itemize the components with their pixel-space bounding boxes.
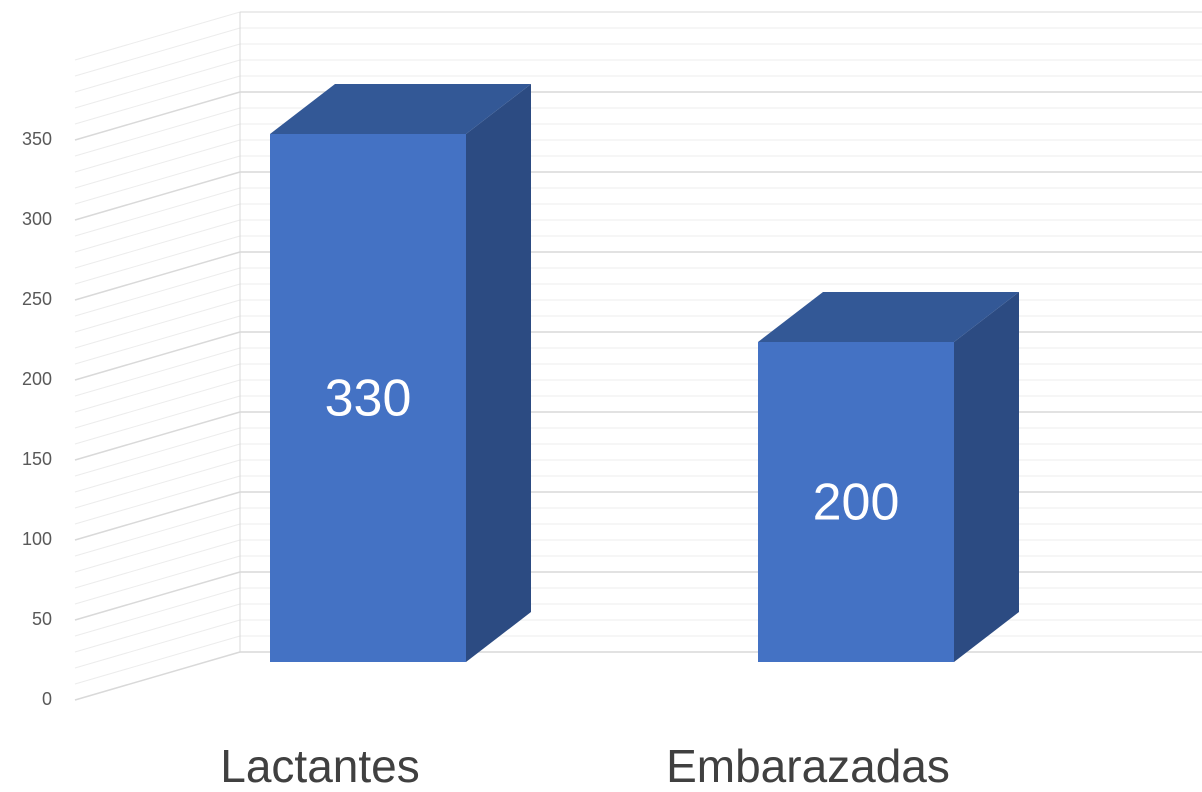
- value-label: 200: [813, 474, 900, 532]
- y-tick-label: 0: [42, 689, 52, 709]
- minor-floor-line: [74, 59, 241, 109]
- y-tick-label: 50: [32, 609, 52, 629]
- grid-line-side: [74, 171, 241, 221]
- minor-floor-line: [74, 267, 241, 317]
- minor-floor-line: [74, 347, 241, 397]
- y-tick-label: 250: [22, 289, 52, 309]
- bar: [758, 342, 954, 662]
- y-tick-label: 150: [22, 449, 52, 469]
- minor-floor-line: [74, 395, 241, 445]
- bar-top: [270, 84, 531, 134]
- minor-floor-line: [74, 315, 241, 365]
- minor-floor-line: [74, 427, 241, 477]
- minor-floor-line: [74, 187, 241, 237]
- minor-floor-line: [74, 443, 241, 493]
- bar: [270, 134, 466, 662]
- minor-floor-line: [74, 587, 241, 637]
- minor-floor-line: [74, 155, 241, 205]
- y-tick-label: 350: [22, 129, 52, 149]
- grid-line-side: [74, 651, 241, 701]
- y-tick-label: 100: [22, 529, 52, 549]
- x-tick-label: Lactantes: [220, 740, 419, 792]
- minor-floor-line: [74, 379, 241, 429]
- minor-floor-line: [74, 75, 241, 125]
- minor-floor-line: [74, 299, 241, 349]
- value-label: 330: [325, 370, 412, 428]
- bar-side: [954, 292, 1019, 662]
- y-tick-label: 200: [22, 369, 52, 389]
- grid-line-side: [74, 91, 241, 141]
- minor-floor-line: [74, 27, 241, 77]
- minor-floor-line: [74, 139, 241, 189]
- minor-floor-line: [74, 283, 241, 333]
- minor-floor-line: [74, 555, 241, 605]
- minor-floor-line: [74, 475, 241, 525]
- grid-line-side: [74, 411, 241, 461]
- grid-line-side: [74, 491, 241, 541]
- bar-top: [758, 292, 1019, 342]
- minor-floor-line: [74, 523, 241, 573]
- minor-floor-line: [74, 603, 241, 653]
- minor-floor-line: [74, 203, 241, 253]
- minor-floor-line: [74, 107, 241, 157]
- minor-floor-line: [74, 507, 241, 557]
- minor-floor-line: [74, 11, 241, 61]
- grid-line-side: [74, 251, 241, 301]
- minor-floor-line: [74, 459, 241, 509]
- bar-side: [466, 84, 531, 662]
- minor-floor-line: [74, 539, 241, 589]
- minor-floor-line: [74, 619, 241, 669]
- y-tick-label: 300: [22, 209, 52, 229]
- minor-floor-line: [74, 123, 241, 173]
- minor-floor-line: [74, 363, 241, 413]
- minor-floor-line: [74, 235, 241, 285]
- minor-floor-line: [74, 43, 241, 93]
- minor-floor-line: [74, 635, 241, 685]
- grid-line-side: [74, 571, 241, 621]
- minor-floor-line: [74, 219, 241, 269]
- grid-line-side: [74, 331, 241, 381]
- x-tick-label: Embarazadas: [666, 740, 950, 792]
